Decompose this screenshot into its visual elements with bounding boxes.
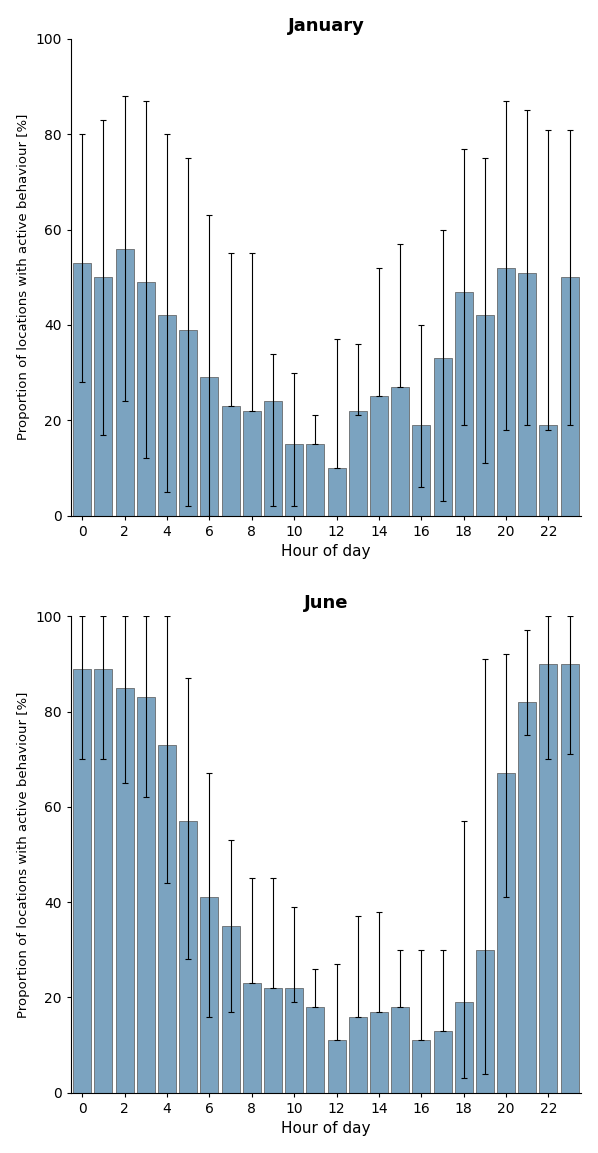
Bar: [74, 669, 91, 1093]
Bar: [391, 387, 409, 515]
Bar: [328, 468, 346, 515]
Bar: [349, 1017, 367, 1093]
Bar: [370, 1011, 388, 1093]
Bar: [434, 1031, 451, 1093]
Bar: [306, 444, 324, 515]
X-axis label: Hour of day: Hour of day: [281, 1122, 371, 1137]
Title: June: June: [304, 594, 348, 612]
Bar: [137, 698, 155, 1093]
Bar: [222, 926, 240, 1093]
Bar: [285, 444, 303, 515]
Bar: [264, 988, 282, 1093]
Bar: [518, 702, 536, 1093]
Bar: [518, 272, 536, 515]
Bar: [200, 897, 218, 1093]
Bar: [497, 267, 515, 515]
Bar: [476, 950, 494, 1093]
Bar: [370, 397, 388, 515]
Bar: [200, 377, 218, 515]
Bar: [94, 669, 112, 1093]
Bar: [285, 988, 303, 1093]
Bar: [179, 821, 197, 1093]
Y-axis label: Proportion of locations with active behaviour [%]: Proportion of locations with active beha…: [17, 114, 30, 440]
Bar: [476, 316, 494, 515]
Bar: [413, 1040, 431, 1093]
Bar: [434, 359, 451, 515]
Bar: [454, 1002, 473, 1093]
Bar: [137, 282, 155, 515]
Bar: [115, 687, 134, 1093]
Bar: [391, 1007, 409, 1093]
Bar: [264, 401, 282, 515]
Bar: [539, 425, 557, 515]
Bar: [94, 277, 112, 515]
Bar: [74, 263, 91, 515]
Bar: [158, 745, 176, 1093]
Bar: [561, 664, 579, 1093]
Bar: [306, 1007, 324, 1093]
Bar: [158, 316, 176, 515]
Bar: [539, 664, 557, 1093]
Y-axis label: Proportion of locations with active behaviour [%]: Proportion of locations with active beha…: [17, 692, 30, 1018]
Bar: [328, 1040, 346, 1093]
Bar: [179, 330, 197, 515]
Bar: [243, 984, 261, 1093]
Bar: [222, 406, 240, 515]
Title: January: January: [288, 16, 364, 35]
Bar: [561, 277, 579, 515]
Bar: [115, 249, 134, 515]
Bar: [349, 410, 367, 515]
Bar: [454, 292, 473, 515]
Bar: [413, 425, 431, 515]
X-axis label: Hour of day: Hour of day: [281, 544, 371, 559]
Bar: [497, 774, 515, 1093]
Bar: [243, 410, 261, 515]
